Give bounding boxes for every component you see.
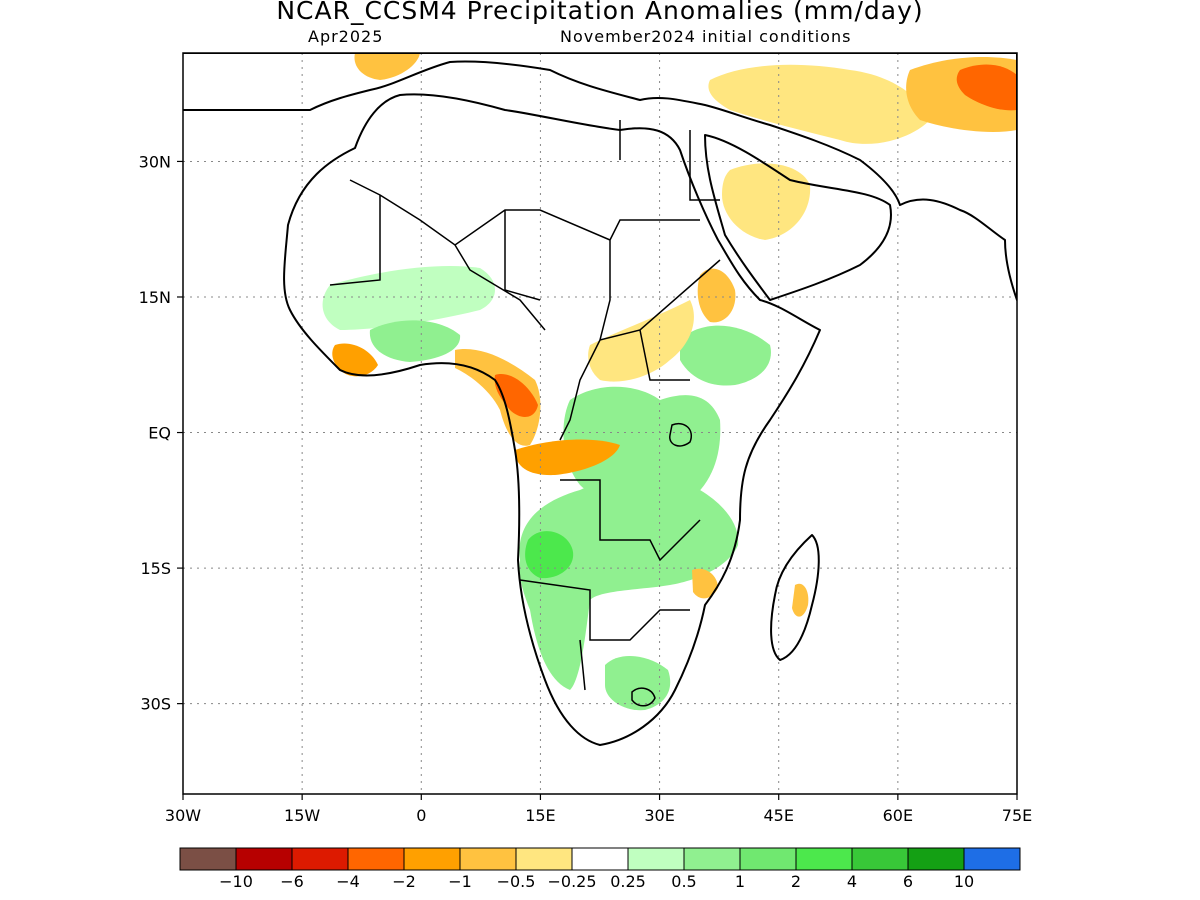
colorbar-swatch — [515, 847, 573, 871]
colorbar-label: 2 — [791, 872, 801, 891]
colorbar-label: −10 — [219, 872, 253, 891]
colorbar-swatch — [403, 847, 461, 871]
lat-tick-label: EQ — [148, 424, 171, 443]
colorbar-swatch — [907, 847, 965, 871]
colorbar-label: −0.25 — [547, 872, 596, 891]
colorbar: −10 −6 −4 −2 −1 −0.5 −0.25 0.25 0.5 1 2 4 6 10 — [179, 847, 1021, 891]
colorbar-swatch — [683, 847, 741, 871]
lon-tick-label: 30W — [165, 806, 201, 825]
lat-tick-label: 30S — [140, 695, 171, 714]
anomaly-liberia-dry — [332, 343, 378, 377]
colorbar-swatch — [291, 847, 349, 871]
colorbar-swatch — [347, 847, 405, 871]
lake-victoria — [669, 423, 692, 447]
lesotho-outline — [631, 687, 656, 707]
coastlines — [183, 53, 1017, 746]
anomaly-mozambique-dry — [692, 568, 718, 599]
anomaly-ethiopia-dry — [697, 268, 736, 323]
lat-tick-label: 15S — [140, 559, 171, 578]
anomaly-south-africa-wet — [605, 655, 671, 711]
lon-tick-label: 30E — [644, 806, 674, 825]
colorbar-label: −1 — [448, 872, 472, 891]
colorbar-label: 1 — [735, 872, 745, 891]
lon-tick-label: 60E — [883, 806, 913, 825]
colorbar-swatch — [795, 847, 853, 871]
lat-tick-label: 30N — [139, 152, 171, 171]
axis-ticks: 30W 15W 0 15E 30E 45E 60E 75E 30N 15N EQ 15S 30S — [139, 152, 1033, 825]
colorbar-label: −0.5 — [497, 872, 536, 891]
colorbar-swatch — [963, 847, 1021, 871]
anomaly-shading — [322, 53, 1017, 711]
africa-coastline — [283, 93, 821, 746]
colorbar-swatch — [739, 847, 797, 871]
lon-tick-label: 15E — [525, 806, 555, 825]
colorbar-swatch — [459, 847, 517, 871]
colorbar-swatch — [627, 847, 685, 871]
eurasia-coastline — [183, 53, 1017, 301]
map-title: NCAR_CCSM4 Precipitation Anomalies (mm/d… — [276, 0, 924, 25]
initial-conditions-label: November2024 initial conditions — [560, 27, 852, 46]
colorbar-label: −6 — [280, 872, 304, 891]
colorbar-label: 6 — [903, 872, 913, 891]
colorbar-label: 10 — [954, 872, 974, 891]
anomaly-gulf-guinea-dry — [455, 349, 541, 446]
arabia-coastline — [704, 134, 892, 301]
anomaly-cameroon-very-dry — [494, 374, 538, 417]
anomaly-angola-very-wet — [525, 531, 574, 579]
lon-tick-label: 75E — [1002, 806, 1032, 825]
anomaly-southern-africa-wet — [519, 475, 739, 690]
anomaly-west-africa-wet — [369, 320, 461, 362]
anomaly-mediterranean-dry — [354, 53, 420, 80]
colorbar-swatch — [851, 847, 909, 871]
colorbar-label: 0.25 — [610, 872, 646, 891]
colorbar-swatch — [571, 847, 629, 871]
anomaly-middle-east-dry — [708, 64, 930, 144]
anomaly-madagascar-dry — [792, 583, 809, 617]
colorbar-label: −4 — [336, 872, 360, 891]
country-borders — [329, 120, 721, 707]
border-lines — [329, 120, 721, 691]
colorbar-label: 0.5 — [671, 872, 696, 891]
map-frame — [182, 52, 1018, 795]
lat-lon-grid — [183, 53, 1017, 794]
lon-tick-label: 45E — [763, 806, 793, 825]
colorbar-label: 4 — [847, 872, 857, 891]
colorbar-swatch — [179, 847, 237, 871]
colorbar-swatch — [235, 847, 293, 871]
anomaly-congo-wet — [563, 386, 721, 505]
lon-tick-label: 0 — [416, 806, 426, 825]
anomaly-arabia-dry — [722, 163, 811, 240]
lon-tick-label: 15W — [284, 806, 320, 825]
colorbar-label: −2 — [392, 872, 416, 891]
forecast-month: Apr2025 — [308, 27, 384, 46]
lat-tick-label: 15N — [139, 288, 171, 307]
anomaly-horn-wet — [680, 325, 771, 386]
anomaly-sudan-dry — [588, 300, 694, 382]
anomaly-gabon-dry — [515, 439, 620, 476]
anomaly-central-asia-very-dry — [956, 64, 1017, 111]
madagascar-coastline — [770, 534, 820, 661]
